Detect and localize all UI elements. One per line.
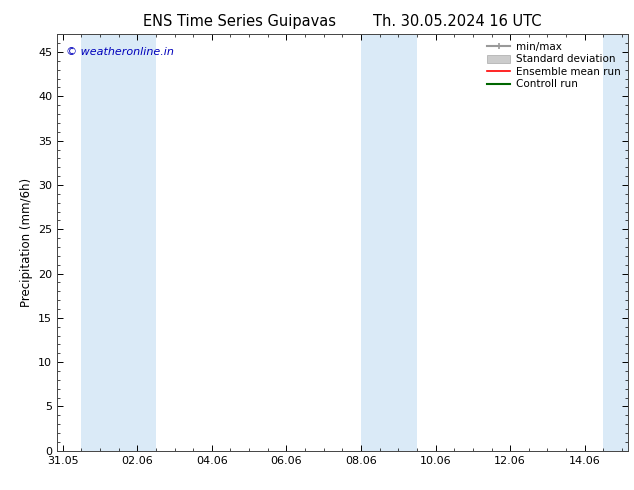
Text: © weatheronline.in: © weatheronline.in bbox=[66, 47, 174, 57]
Legend: min/max, Standard deviation, Ensemble mean run, Controll run: min/max, Standard deviation, Ensemble me… bbox=[486, 40, 623, 92]
Bar bbox=[604, 34, 628, 451]
Y-axis label: Precipitation (mm/6h): Precipitation (mm/6h) bbox=[20, 178, 32, 307]
Bar bbox=[81, 34, 156, 451]
Title: ENS Time Series Guipavas        Th. 30.05.2024 16 UTC: ENS Time Series Guipavas Th. 30.05.2024 … bbox=[143, 14, 541, 29]
Bar bbox=[361, 34, 417, 451]
